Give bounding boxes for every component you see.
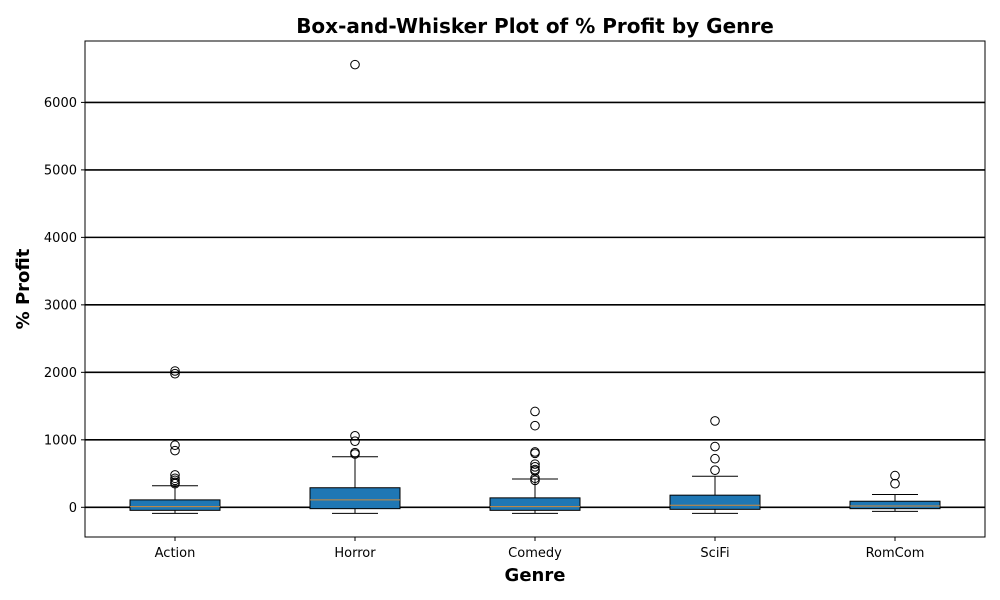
outlier-point — [530, 466, 540, 476]
outlier-point — [170, 478, 180, 489]
box-romcom — [849, 470, 941, 512]
box-iqr — [489, 497, 581, 511]
outlier-point — [710, 453, 720, 464]
outlier-point — [170, 445, 180, 456]
box-iqr — [129, 499, 221, 511]
box-iqr — [309, 487, 401, 510]
outlier-point — [530, 459, 540, 469]
box-comedy — [489, 406, 581, 514]
outlier-point — [350, 436, 360, 446]
y-tick-label: 2000 — [44, 366, 77, 381]
y-tick-label: 3000 — [44, 298, 77, 313]
y-axis-ticks: 0 1000 2000 3000 4000 5000 6000 — [44, 96, 85, 516]
box-scifi — [669, 416, 761, 514]
outlier-point — [530, 406, 540, 417]
outlier-point — [530, 420, 540, 431]
outlier-point — [170, 366, 180, 376]
box-iqr — [669, 494, 761, 510]
outlier-point — [710, 416, 720, 426]
y-tick-label: 1000 — [44, 433, 77, 448]
y-tick-label: 6000 — [44, 96, 77, 111]
y-tick-label: 0 — [69, 501, 77, 516]
box-iqr — [849, 500, 941, 510]
y-tick-label: 5000 — [44, 163, 77, 178]
x-tick-label-horror: Horror — [334, 546, 376, 561]
outlier-point — [170, 440, 180, 451]
y-tick-label: 4000 — [44, 231, 77, 246]
chart-title: Box-and-Whisker Plot of % Profit by Genr… — [296, 14, 774, 38]
box-horror — [309, 59, 401, 514]
x-tick-label-romcom: RomCom — [866, 546, 925, 561]
x-tick-label-comedy: Comedy — [508, 546, 562, 561]
outlier-point — [710, 465, 720, 475]
gridlines — [85, 101, 985, 509]
x-tick-label-scifi: SciFi — [700, 546, 729, 561]
outlier-point — [890, 470, 900, 481]
outlier-point — [530, 462, 540, 472]
y-axis-label: % Profit — [13, 248, 34, 329]
outlier-point — [170, 368, 180, 379]
outlier-point — [530, 475, 540, 486]
outlier-point — [530, 448, 540, 459]
box-action — [129, 366, 221, 514]
outlier-point — [350, 430, 360, 441]
outlier-point — [350, 59, 360, 70]
outlier-point — [890, 478, 900, 489]
boxes — [129, 59, 941, 514]
x-tick-label-action: Action — [155, 546, 196, 561]
outlier-point — [710, 441, 720, 452]
outlier-point — [350, 449, 360, 459]
x-axis-label: Genre — [505, 565, 566, 586]
x-axis-ticks: Action Horror Comedy SciFi RomCom — [155, 537, 925, 561]
